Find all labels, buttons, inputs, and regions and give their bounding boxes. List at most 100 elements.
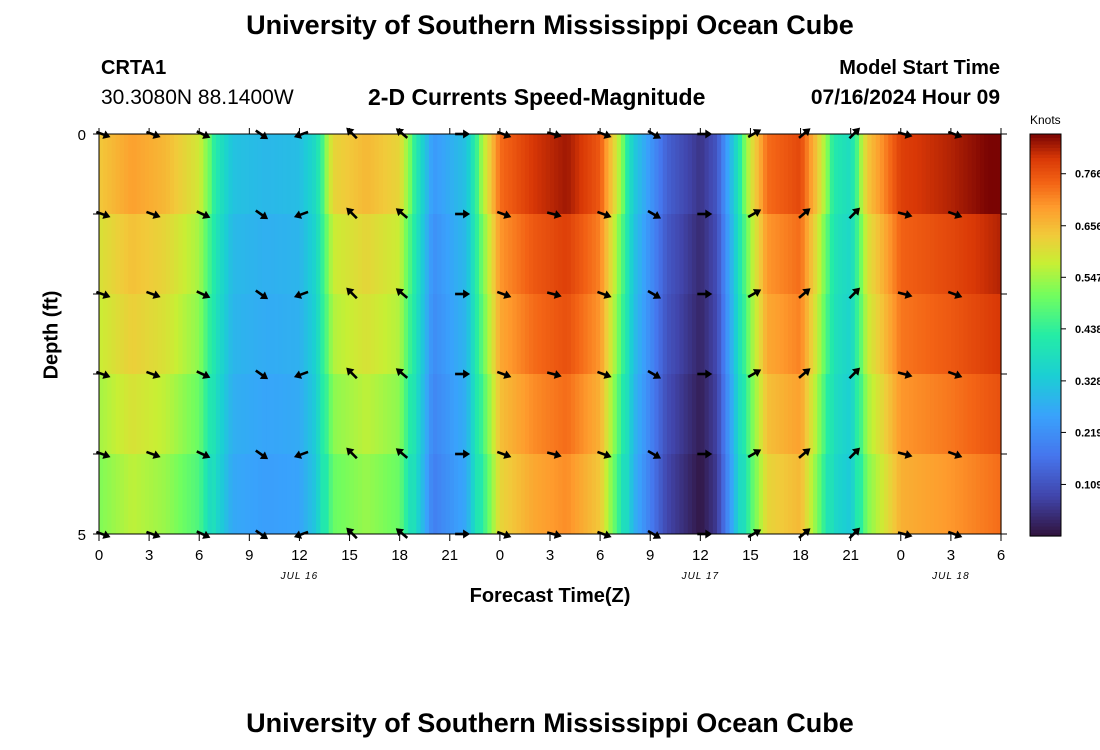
heatmap-cell <box>930 454 935 535</box>
heatmap-cell <box>946 374 952 455</box>
heatmap-cell <box>871 134 877 215</box>
heatmap-cell <box>959 134 965 215</box>
colorbar-swatch <box>1030 405 1061 410</box>
heatmap-cell <box>524 454 530 535</box>
arrow-head <box>102 210 111 219</box>
heatmap-cell <box>967 294 973 375</box>
heatmap-cell <box>240 134 246 215</box>
current-arrow <box>496 290 512 299</box>
heatmap-cell <box>378 294 384 375</box>
arrow-head <box>259 211 269 220</box>
heatmap-cell <box>441 294 447 375</box>
heatmap-cell <box>420 134 426 215</box>
arrow-head <box>152 450 161 459</box>
heatmap-cell <box>111 454 117 535</box>
heatmap-cell <box>717 214 722 295</box>
heatmap-cell <box>829 454 835 535</box>
heatmap-cell <box>892 374 898 455</box>
heatmap-cell <box>616 294 622 375</box>
heatmap-cell <box>491 214 497 295</box>
heatmap-cell <box>562 134 568 215</box>
heatmap-cell <box>412 454 417 535</box>
heatmap-cell <box>124 454 129 535</box>
heatmap-cell <box>591 374 597 455</box>
heatmap-cell <box>938 294 944 375</box>
heatmap-cell <box>808 214 814 295</box>
heatmap-cell <box>650 214 655 295</box>
heatmap-cell <box>762 294 768 375</box>
heatmap-cell <box>537 454 543 535</box>
heatmap-cell <box>846 374 852 455</box>
heatmap-cell <box>378 134 384 215</box>
heatmap-cell <box>620 214 626 295</box>
heatmap-cell <box>499 134 505 215</box>
heatmap-cell <box>550 294 555 375</box>
colorbar-swatch <box>1030 301 1061 306</box>
heatmap-cell <box>245 214 250 295</box>
heatmap-cell <box>286 374 292 455</box>
colorbar-swatch <box>1030 190 1061 195</box>
colorbar-swatch <box>1030 335 1061 339</box>
heatmap-cell <box>817 214 823 295</box>
heatmap-cell <box>746 214 752 295</box>
heatmap-cell <box>441 134 447 215</box>
heatmap-cell <box>240 454 246 535</box>
heatmap-cell <box>817 294 823 375</box>
heatmap-cell <box>833 294 839 375</box>
colorbar-swatch <box>1030 167 1061 172</box>
heatmap-cell <box>286 454 292 535</box>
heatmap-cell <box>245 134 250 215</box>
heatmap-cell <box>140 374 146 455</box>
heatmap-cell <box>353 134 359 215</box>
heatmap-cell <box>224 374 230 455</box>
heatmap-cell <box>157 374 163 455</box>
heatmap-cell <box>115 454 121 535</box>
heatmap-cell <box>612 374 618 455</box>
heatmap-cell <box>925 214 931 295</box>
heatmap-cell <box>996 374 1002 455</box>
heatmap-cell <box>153 454 159 535</box>
heatmap-cell <box>637 374 643 455</box>
heatmap-cell <box>600 454 605 535</box>
heatmap-cell <box>934 134 939 215</box>
heatmap-cell <box>558 294 564 375</box>
heatmap-cell <box>762 454 768 535</box>
heatmap-cell <box>416 214 422 295</box>
current-arrow <box>455 369 471 379</box>
heatmap-cell <box>712 374 718 455</box>
heatmap-cell <box>788 134 793 215</box>
heatmap-cell <box>266 134 271 215</box>
heatmap-cell <box>813 294 818 375</box>
heatmap-cell <box>303 374 309 455</box>
heatmap-cell <box>934 294 939 375</box>
heatmap-cell <box>750 134 756 215</box>
heatmap-cell <box>917 374 923 455</box>
heatmap-cell <box>600 374 605 455</box>
heatmap-cell <box>566 134 572 215</box>
heatmap-cell <box>671 134 676 215</box>
colorbar-swatch <box>1030 157 1061 162</box>
colorbar-swatch <box>1030 499 1061 504</box>
heatmap-cell <box>971 214 977 295</box>
heatmap-cell <box>796 294 802 375</box>
current-arrow <box>697 289 713 299</box>
heatmap-cell <box>620 454 626 535</box>
arrow-head <box>202 450 211 459</box>
heatmap-cell <box>996 454 1002 535</box>
y-axis-label: Depth (ft) <box>40 290 63 380</box>
colorbar-swatch <box>1030 445 1061 450</box>
colorbar-swatch <box>1030 412 1061 416</box>
arrow-head <box>603 290 612 299</box>
heatmap-cell <box>575 134 580 215</box>
heatmap-cell <box>800 214 806 295</box>
heatmap-cell <box>132 294 138 375</box>
heatmap-cell <box>871 214 877 295</box>
heatmap-cell <box>988 374 994 455</box>
current-arrows <box>95 127 963 540</box>
heatmap-cell <box>399 374 405 455</box>
heatmap-cell <box>550 214 555 295</box>
heatmap-cell <box>462 294 468 375</box>
heatmap-cell <box>328 294 334 375</box>
heatmap-cell <box>779 454 785 535</box>
heatmap-cell <box>909 454 914 535</box>
